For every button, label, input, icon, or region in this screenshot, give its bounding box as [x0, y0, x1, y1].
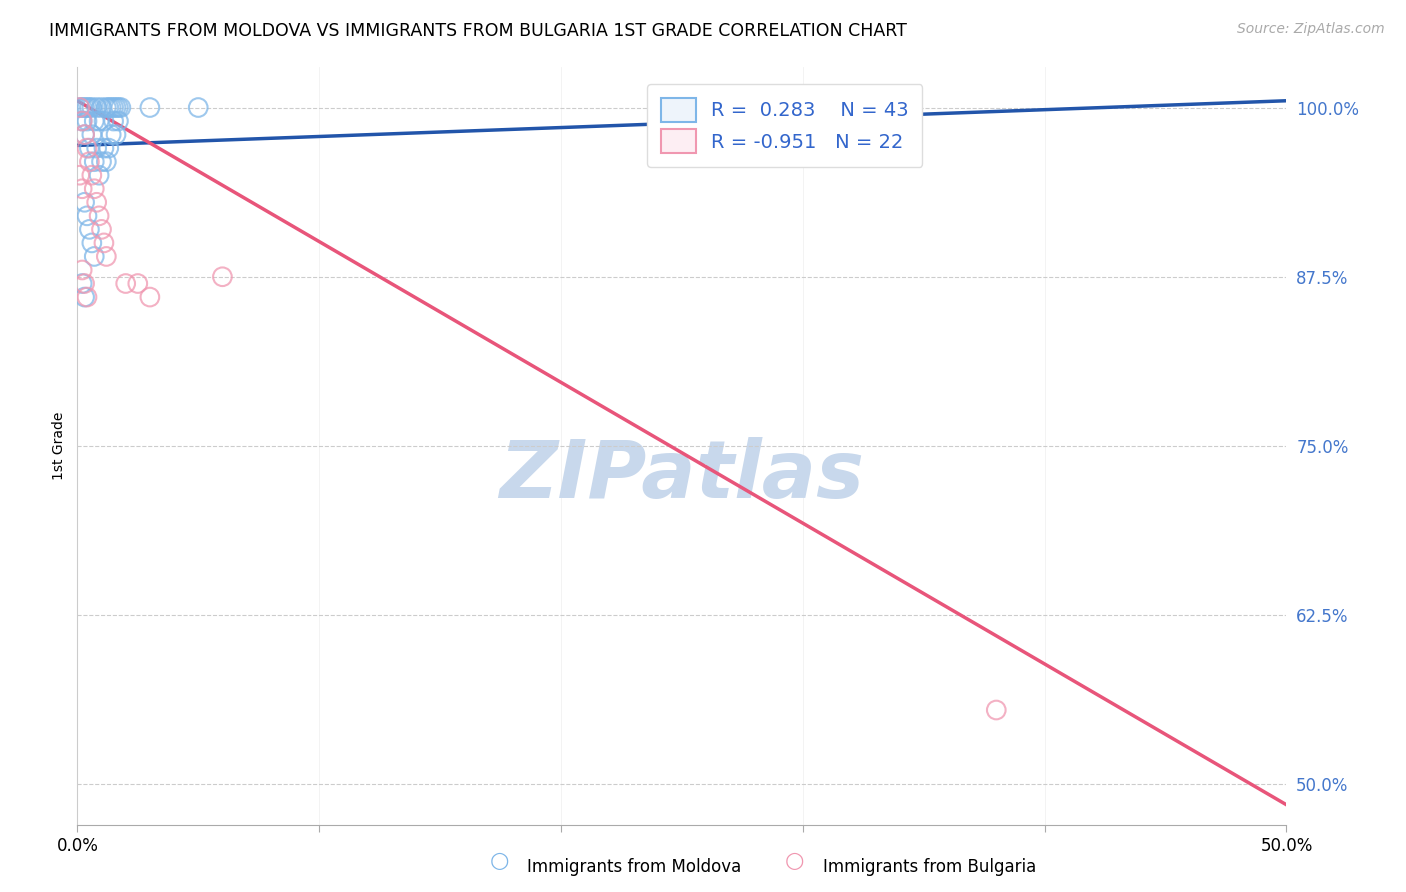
- Point: [70, 277, 93, 291]
- Point: [96, 101, 118, 115]
- Point: [96, 250, 118, 264]
- Point: [86, 101, 108, 115]
- Point: [187, 101, 209, 115]
- Point: [69, 101, 91, 115]
- Point: [107, 101, 129, 115]
- Point: [93, 235, 115, 250]
- Point: [80, 128, 103, 142]
- Point: [114, 277, 136, 291]
- Point: [70, 114, 93, 128]
- Point: [103, 101, 125, 115]
- Point: [80, 168, 103, 182]
- Point: [127, 277, 149, 291]
- Point: [73, 277, 96, 291]
- Point: [96, 154, 118, 169]
- Point: [76, 114, 98, 128]
- Point: [73, 290, 96, 304]
- Point: [86, 195, 108, 210]
- Point: [70, 101, 93, 115]
- Point: [83, 182, 105, 196]
- Text: Source: ZipAtlas.com: Source: ZipAtlas.com: [1237, 22, 1385, 37]
- Point: [87, 209, 110, 223]
- Point: [79, 141, 101, 155]
- Point: [100, 128, 122, 142]
- Point: [80, 101, 103, 115]
- Point: [93, 114, 115, 128]
- Point: [107, 114, 129, 128]
- Point: [86, 141, 108, 155]
- Point: [986, 703, 1008, 717]
- Point: [90, 222, 112, 236]
- Point: [73, 128, 96, 142]
- Text: ZIPatlas: ZIPatlas: [499, 437, 865, 516]
- Text: ○: ○: [489, 852, 509, 871]
- Legend: R =  0.283    N = 43, R = -0.951   N = 22: R = 0.283 N = 43, R = -0.951 N = 22: [647, 84, 922, 167]
- Point: [87, 168, 110, 182]
- Point: [76, 209, 98, 223]
- Point: [83, 154, 105, 169]
- Point: [73, 101, 96, 115]
- Point: [69, 101, 91, 115]
- Point: [93, 141, 115, 155]
- Point: [90, 101, 112, 115]
- Point: [83, 114, 105, 128]
- Point: [139, 290, 162, 304]
- Text: ○: ○: [785, 852, 804, 871]
- Point: [97, 101, 120, 115]
- Point: [69, 168, 91, 182]
- Point: [105, 128, 128, 142]
- Point: [76, 101, 98, 115]
- Point: [79, 222, 101, 236]
- Point: [76, 290, 98, 304]
- Text: Immigrants from Moldova: Immigrants from Moldova: [527, 858, 741, 876]
- Point: [139, 101, 162, 115]
- Point: [70, 114, 93, 128]
- Point: [83, 250, 105, 264]
- Text: IMMIGRANTS FROM MOLDOVA VS IMMIGRANTS FROM BULGARIA 1ST GRADE CORRELATION CHART: IMMIGRANTS FROM MOLDOVA VS IMMIGRANTS FR…: [49, 22, 907, 40]
- Point: [70, 182, 93, 196]
- Point: [70, 263, 93, 277]
- Point: [73, 128, 96, 142]
- Y-axis label: 1st Grade: 1st Grade: [52, 412, 66, 480]
- Point: [76, 141, 98, 155]
- Point: [79, 154, 101, 169]
- Point: [105, 101, 128, 115]
- Point: [79, 101, 101, 115]
- Point: [100, 101, 122, 115]
- Point: [103, 114, 125, 128]
- Point: [80, 235, 103, 250]
- Text: Immigrants from Bulgaria: Immigrants from Bulgaria: [823, 858, 1036, 876]
- Point: [97, 141, 120, 155]
- Point: [110, 101, 132, 115]
- Point: [87, 114, 110, 128]
- Point: [73, 195, 96, 210]
- Point: [90, 154, 112, 169]
- Point: [211, 269, 233, 284]
